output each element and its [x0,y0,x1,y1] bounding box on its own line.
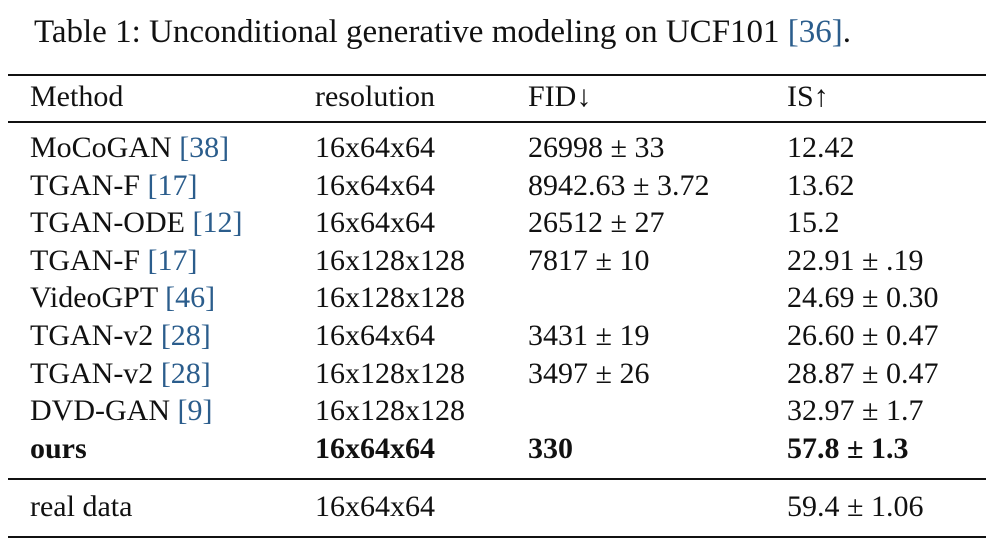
is-cell: 24.69 ± 0.30 [787,281,939,315]
resolution-cell: 16x64x64 [315,206,435,240]
fid-cell: 330 [528,431,573,465]
is-cell: 15.2 [787,206,840,240]
header-cell: resolution [315,80,435,113]
is-cell: 12.42 [787,131,855,164]
method-cell: real data [30,489,132,525]
method-cell: VideoGPT [46] [30,280,215,316]
citation: [28] [160,319,211,352]
citation: [9] [177,394,213,428]
method-name: TGAN-F [30,243,140,277]
header-rule [8,121,986,123]
caption-cite: [36] [787,14,843,50]
method-cell: TGAN-v2 [28] [30,356,211,392]
resolution-cell: 16x64x64 [315,319,435,352]
fid-cell: 7817 ± 10 [528,243,650,277]
citation: [38] [179,131,230,164]
citation: [12] [192,206,243,240]
method-name: TGAN-v2 [30,356,154,390]
citation: [46] [165,281,216,315]
caption: Table 1: Unconditional generative modeli… [34,12,851,52]
resolution-cell: 16x128x128 [315,394,465,428]
method-name: real data [30,490,133,523]
fid-cell: 3497 ± 26 [528,356,650,390]
is-cell: 13.62 [787,168,855,202]
fid-cell: 3431 ± 19 [528,319,650,352]
resolution-cell: 16x64x64 [315,490,435,523]
method-name: TGAN-F [30,168,140,202]
method-name: VideoGPT [30,281,158,315]
is-cell: 57.8 ± 1.3 [787,431,909,465]
method-name: MoCoGAN [30,131,172,164]
method-cell: MoCoGAN [38] [30,130,229,166]
method-cell: TGAN-v2 [28] [30,318,211,354]
fid-cell: 8942.63 ± 3.72 [528,168,710,202]
method-cell: TGAN-F [17] [30,243,197,279]
method-name: TGAN-v2 [30,319,154,352]
citation: [28] [160,356,211,390]
resolution-cell: 16x64x64 [315,431,435,465]
header-cell: Method [30,80,124,113]
method-cell: TGAN-F [17] [30,168,197,204]
method-name: ours [30,431,87,465]
caption-end: . [842,14,852,50]
is-cell: 26.60 ± 0.47 [787,319,939,352]
method-name: DVD-GAN [30,394,170,428]
header-cell: IS↑ [787,80,829,113]
header-cell: FID↓ [528,80,592,113]
method-name: TGAN-ODE [30,206,185,240]
method-cell: ours [30,431,87,467]
bottom-rule [8,536,986,538]
citation: [17] [147,168,198,202]
fid-cell: 26998 ± 33 [528,131,665,164]
resolution-cell: 16x64x64 [315,168,435,202]
is-cell: 32.97 ± 1.7 [787,394,924,428]
caption-text: Table 1: Unconditional generative modeli… [34,14,780,50]
method-cell: TGAN-ODE [12] [30,205,242,241]
citation: [17] [147,243,198,277]
top-rule [8,74,986,76]
mid-rule [8,478,986,480]
is-cell: 59.4 ± 1.06 [787,490,924,523]
resolution-cell: 16x128x128 [315,243,465,277]
resolution-cell: 16x64x64 [315,131,435,164]
is-cell: 28.87 ± 0.47 [787,356,939,390]
resolution-cell: 16x128x128 [315,281,465,315]
is-cell: 22.91 ± .19 [787,243,924,277]
method-cell: DVD-GAN [9] [30,393,212,429]
resolution-cell: 16x128x128 [315,356,465,390]
fid-cell: 26512 ± 27 [528,206,665,240]
